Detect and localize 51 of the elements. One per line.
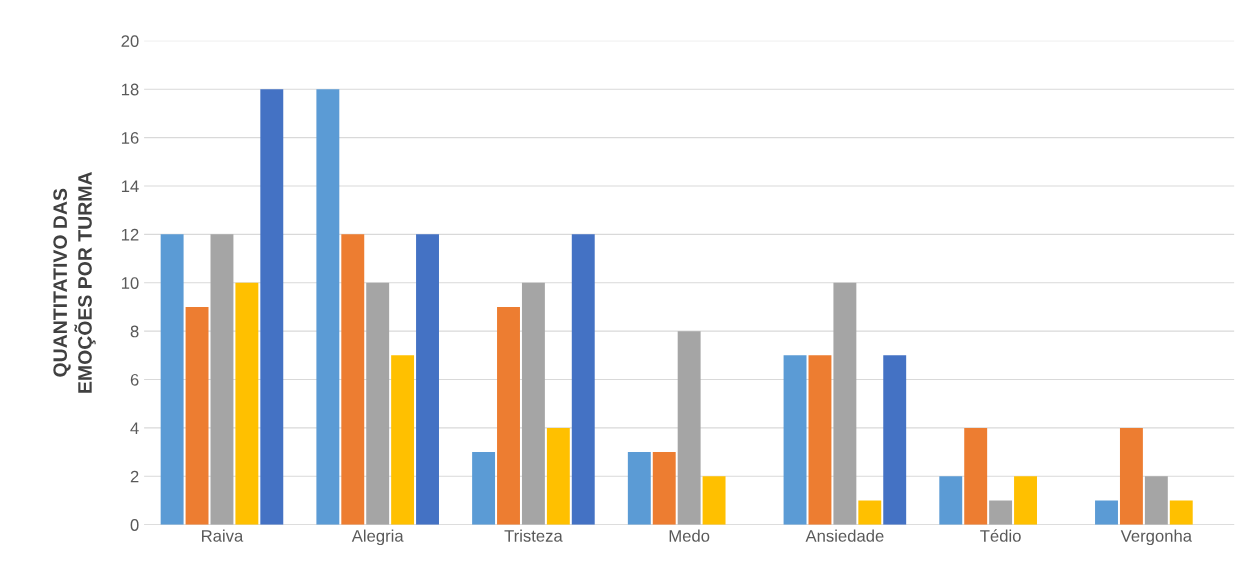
x-tick-label: Ansiedade — [805, 529, 884, 542]
y-tick-label: 16 — [121, 131, 139, 144]
y-tick-label: 2 — [130, 470, 139, 483]
y-tick-label: 8 — [130, 325, 139, 338]
bar — [235, 282, 259, 525]
y-tick-label: 14 — [121, 180, 139, 193]
bar — [1169, 500, 1193, 525]
bar — [185, 306, 209, 525]
bar — [316, 89, 340, 525]
bar — [497, 306, 520, 525]
bar — [260, 89, 284, 525]
y-tick-label: 10 — [121, 277, 139, 289]
bar — [416, 234, 439, 525]
bar — [1014, 476, 1037, 525]
bar — [546, 427, 570, 525]
bar — [833, 282, 857, 525]
bar — [571, 234, 595, 525]
y-tick-label: 0 — [130, 519, 139, 531]
x-tick-label: Medo — [669, 529, 710, 542]
y-tick-label: 12 — [121, 228, 139, 241]
bar — [521, 282, 545, 525]
bar — [677, 331, 701, 525]
bar — [366, 282, 390, 525]
bar — [783, 355, 807, 525]
bar — [964, 427, 988, 525]
y-tick-label: 18 — [121, 83, 139, 96]
bar — [160, 234, 184, 525]
x-tick-label: Raiva — [202, 529, 244, 542]
y-tick-label: 6 — [130, 373, 139, 386]
x-tick-label: Tédio — [980, 529, 1021, 542]
bar — [883, 355, 907, 525]
bar — [391, 355, 415, 525]
bar — [989, 500, 1013, 525]
bar — [472, 452, 496, 525]
x-tick-label: Alegria — [351, 529, 404, 546]
bar — [1144, 476, 1168, 525]
bar — [341, 234, 365, 525]
bar — [627, 452, 651, 525]
bar — [210, 234, 234, 525]
bar — [1095, 500, 1118, 525]
bar — [808, 355, 832, 525]
bar — [858, 500, 882, 525]
bar — [652, 452, 676, 525]
y-axis-title: QUANTITATIVO DAS EMOÇÕES POR TURMA — [53, 172, 96, 393]
x-tick-label: Tristeza — [504, 529, 563, 542]
bar — [702, 476, 726, 525]
bar — [1119, 427, 1143, 525]
x-tick-label: Vergonha — [1120, 529, 1193, 546]
bar — [939, 476, 963, 525]
y-tick-label: 4 — [130, 422, 139, 434]
y-tick-label: 20 — [121, 35, 139, 48]
